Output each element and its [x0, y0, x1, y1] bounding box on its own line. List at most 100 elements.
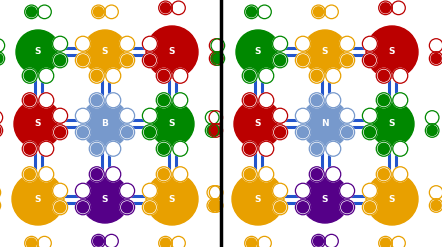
- Circle shape: [393, 93, 408, 108]
- Circle shape: [295, 53, 310, 68]
- Circle shape: [142, 200, 157, 215]
- Circle shape: [245, 5, 258, 19]
- Circle shape: [312, 5, 325, 19]
- Circle shape: [207, 199, 221, 212]
- Circle shape: [376, 167, 391, 182]
- Circle shape: [106, 167, 121, 182]
- Circle shape: [247, 238, 256, 247]
- Text: S: S: [35, 194, 41, 204]
- Circle shape: [392, 236, 405, 247]
- Text: S: S: [169, 194, 175, 204]
- Circle shape: [173, 93, 188, 108]
- Circle shape: [209, 201, 219, 210]
- Circle shape: [53, 108, 68, 123]
- Circle shape: [0, 54, 3, 63]
- Circle shape: [89, 167, 104, 182]
- Text: S: S: [255, 47, 261, 57]
- Circle shape: [309, 93, 324, 108]
- Circle shape: [362, 125, 377, 140]
- Circle shape: [326, 141, 341, 156]
- Circle shape: [309, 167, 324, 182]
- Circle shape: [301, 175, 349, 223]
- Circle shape: [242, 93, 257, 108]
- Circle shape: [39, 167, 54, 182]
- Circle shape: [312, 234, 325, 247]
- Circle shape: [297, 202, 309, 213]
- Circle shape: [91, 95, 102, 106]
- Circle shape: [376, 93, 391, 108]
- Circle shape: [209, 124, 223, 137]
- Circle shape: [309, 141, 324, 156]
- Circle shape: [379, 236, 392, 247]
- Circle shape: [309, 68, 324, 83]
- Circle shape: [295, 36, 310, 51]
- Circle shape: [105, 5, 118, 19]
- Circle shape: [339, 183, 354, 198]
- Circle shape: [313, 7, 324, 17]
- Text: S: S: [255, 120, 261, 128]
- Circle shape: [339, 125, 354, 140]
- Circle shape: [55, 55, 65, 66]
- Circle shape: [364, 202, 375, 213]
- Circle shape: [106, 141, 121, 156]
- Circle shape: [39, 141, 54, 156]
- Circle shape: [273, 53, 288, 68]
- Circle shape: [159, 1, 172, 15]
- Circle shape: [156, 68, 171, 83]
- Circle shape: [158, 143, 169, 154]
- Circle shape: [142, 53, 157, 68]
- Circle shape: [376, 68, 391, 83]
- Circle shape: [242, 141, 257, 156]
- Circle shape: [244, 169, 255, 180]
- Circle shape: [297, 55, 309, 66]
- Circle shape: [53, 125, 68, 140]
- Circle shape: [393, 141, 408, 156]
- Circle shape: [24, 169, 35, 180]
- Circle shape: [244, 95, 255, 106]
- Circle shape: [311, 143, 322, 154]
- Circle shape: [429, 52, 442, 65]
- Circle shape: [91, 70, 102, 81]
- Circle shape: [122, 127, 133, 138]
- Circle shape: [24, 95, 35, 106]
- Circle shape: [429, 199, 442, 212]
- Circle shape: [210, 52, 223, 65]
- Circle shape: [39, 93, 54, 108]
- Circle shape: [364, 127, 375, 138]
- Circle shape: [158, 95, 169, 106]
- Circle shape: [378, 143, 389, 154]
- Circle shape: [38, 236, 51, 247]
- Circle shape: [171, 236, 185, 247]
- Circle shape: [207, 186, 221, 199]
- Circle shape: [326, 167, 341, 182]
- Circle shape: [206, 124, 219, 137]
- Circle shape: [156, 141, 171, 156]
- Circle shape: [38, 5, 51, 19]
- Circle shape: [303, 30, 347, 74]
- Circle shape: [429, 39, 442, 52]
- Circle shape: [94, 236, 103, 246]
- Circle shape: [393, 167, 408, 182]
- Circle shape: [313, 236, 324, 246]
- Circle shape: [339, 36, 354, 51]
- Circle shape: [24, 70, 35, 81]
- Text: S: S: [35, 120, 41, 128]
- Circle shape: [362, 53, 377, 68]
- Circle shape: [120, 125, 135, 140]
- Circle shape: [366, 173, 418, 225]
- Circle shape: [245, 236, 258, 247]
- Circle shape: [0, 111, 3, 124]
- Circle shape: [429, 186, 442, 199]
- Circle shape: [91, 169, 102, 180]
- Circle shape: [210, 186, 223, 199]
- Circle shape: [342, 55, 353, 66]
- Circle shape: [142, 125, 157, 140]
- Circle shape: [236, 30, 280, 74]
- Circle shape: [362, 200, 377, 215]
- Circle shape: [425, 124, 439, 137]
- Circle shape: [366, 26, 418, 78]
- Circle shape: [77, 202, 88, 213]
- Text: S: S: [389, 47, 395, 57]
- Circle shape: [146, 173, 198, 225]
- Circle shape: [76, 36, 91, 51]
